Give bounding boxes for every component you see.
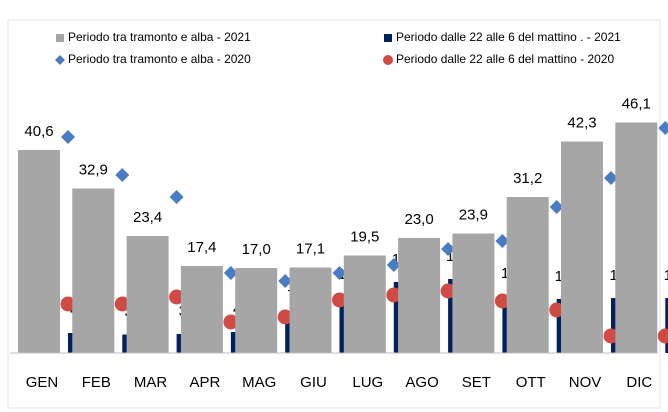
legend-swatch xyxy=(56,34,64,42)
point xyxy=(169,289,185,305)
point xyxy=(657,328,668,344)
x-tick-label: LUG xyxy=(352,374,383,391)
point xyxy=(332,292,347,308)
bar xyxy=(126,236,169,353)
bar xyxy=(665,298,668,353)
point xyxy=(386,287,402,303)
data-label: 23,0 xyxy=(404,211,433,228)
legend-label: Periodo dalle 22 alle 6 del mattino - 20… xyxy=(396,52,614,66)
bar xyxy=(343,255,386,353)
data-label: 23,4 xyxy=(133,209,162,226)
point xyxy=(549,302,565,318)
point xyxy=(604,171,618,185)
x-tick-label: AGO xyxy=(405,374,438,391)
point xyxy=(61,130,75,144)
data-label: 42,3 xyxy=(567,114,596,131)
x-tick-label: FEB xyxy=(82,374,111,391)
point xyxy=(603,328,619,344)
x-tick-label: OTT xyxy=(516,374,546,391)
point xyxy=(115,168,130,182)
x-tick-label: MAR xyxy=(134,374,168,391)
data-label: 32,9 xyxy=(79,161,108,178)
x-tick-label: APR xyxy=(189,374,220,391)
bar xyxy=(561,141,603,353)
data-label: 17,4 xyxy=(187,239,216,256)
point xyxy=(223,266,238,280)
data-label: 31,2 xyxy=(513,170,542,187)
point xyxy=(332,266,347,280)
bar xyxy=(452,233,495,353)
point xyxy=(440,283,456,299)
point xyxy=(277,309,293,325)
x-tick-label: GEN xyxy=(26,374,59,391)
x-tick-label: DIC xyxy=(626,374,652,391)
point xyxy=(114,296,130,312)
legend-swatch xyxy=(384,34,392,42)
legend-label: Periodo tra tramonto e alba - 2020 xyxy=(68,52,251,66)
point xyxy=(441,242,456,256)
bar xyxy=(18,150,60,353)
data-label: 17,1 xyxy=(296,240,325,257)
bar xyxy=(72,188,115,353)
point xyxy=(658,121,668,135)
point xyxy=(223,314,239,330)
data-label: 23,9 xyxy=(459,206,488,223)
point xyxy=(494,293,510,309)
point xyxy=(549,200,564,214)
bar xyxy=(180,266,223,353)
legend-swatch xyxy=(55,55,65,65)
point xyxy=(278,274,293,288)
x-tick-label: SET xyxy=(462,374,491,391)
data-label: 46,1 xyxy=(622,95,651,112)
x-tick-label: GIU xyxy=(300,374,327,391)
legend-label: Periodo tra tramonto e alba - 2021 xyxy=(68,30,251,44)
bar xyxy=(235,268,278,353)
point xyxy=(60,296,76,312)
legend-label: Periodo dalle 22 alle 6 del mattino . - … xyxy=(396,30,621,44)
x-tick-label: MAG xyxy=(242,374,276,391)
x-tick-label: NOV xyxy=(569,374,602,391)
legend-swatch xyxy=(383,55,393,65)
point xyxy=(386,258,401,272)
bar xyxy=(506,197,549,353)
data-label: 19,5 xyxy=(350,228,379,245)
data-label: 11,0 xyxy=(664,267,668,284)
data-label: 40,6 xyxy=(24,123,53,140)
bar xyxy=(289,267,332,353)
bar xyxy=(615,122,658,353)
point xyxy=(169,190,184,204)
chart-frame xyxy=(7,19,661,409)
bar xyxy=(398,238,441,353)
point xyxy=(495,234,510,248)
data-label: 17,0 xyxy=(242,241,271,258)
